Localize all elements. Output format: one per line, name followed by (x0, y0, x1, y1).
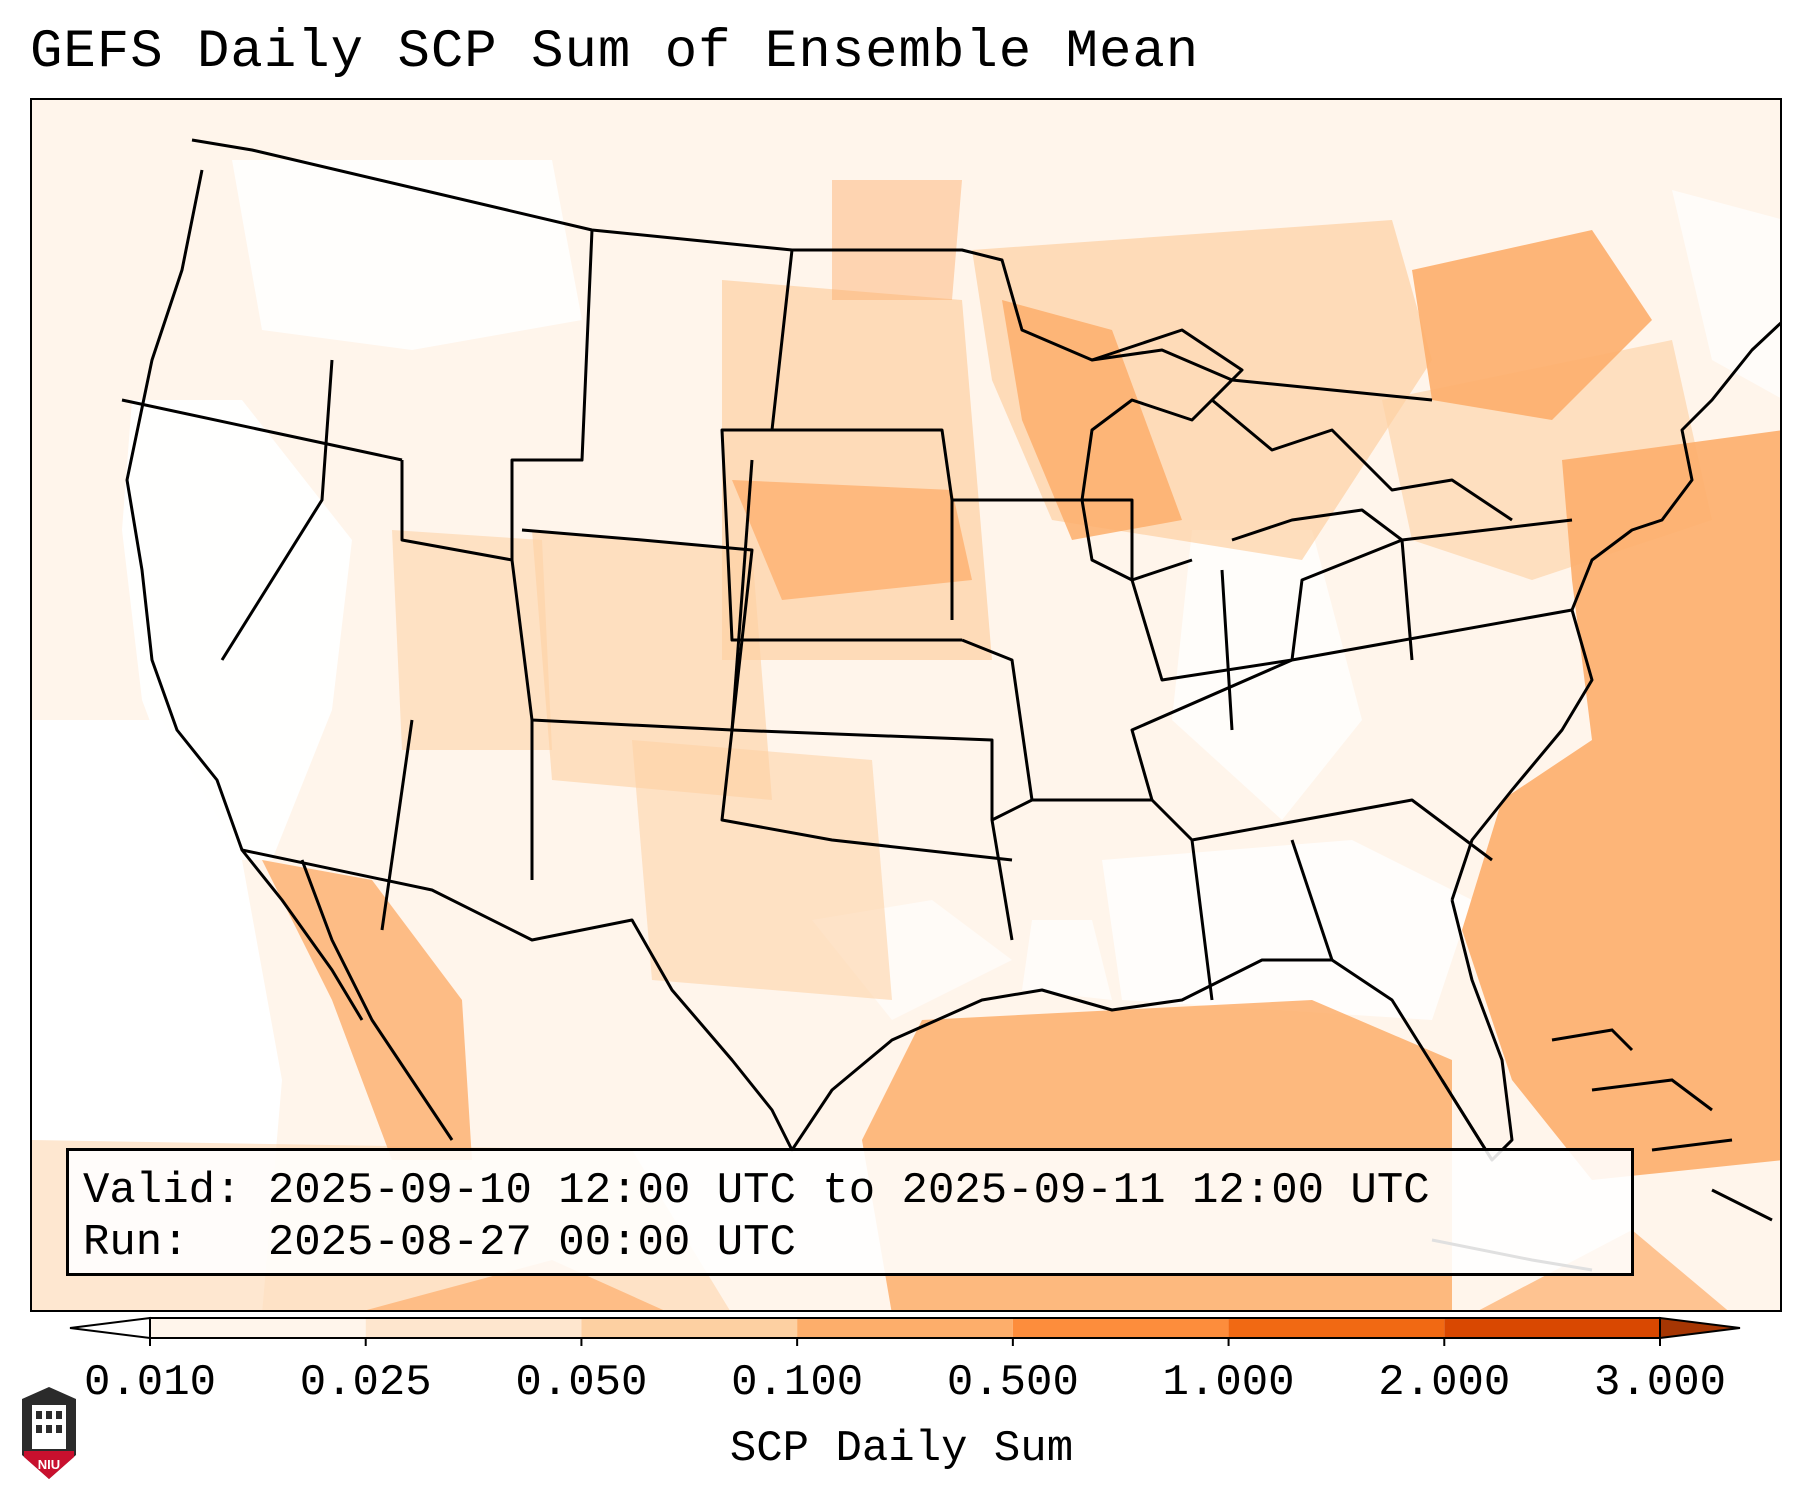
colorbar-under-arrow (69, 1316, 151, 1340)
colorbar-segment (365, 1318, 582, 1338)
colorbar (69, 1316, 1741, 1346)
scp-map[interactable] (32, 100, 1782, 1312)
niu-logo-icon: NIU (22, 1387, 76, 1479)
colorbar-segment (797, 1318, 1013, 1338)
colorbar-segment (1444, 1318, 1660, 1338)
run-label: Run: (83, 1218, 242, 1268)
valid-label: Valid: (83, 1166, 242, 1216)
map-panel[interactable] (30, 98, 1782, 1312)
colorbar-over-arrow (1659, 1316, 1741, 1340)
colorbar-label: SCP Daily Sum (729, 1424, 1074, 1474)
colorbar-tick: 0.050 (515, 1358, 648, 1408)
colorbar-tick: 3.000 (1593, 1358, 1727, 1408)
valid-run-info-box: Valid: 2025-09-10 12:00 UTC to 2025-09-1… (66, 1148, 1634, 1276)
colorbar-tick: 0.010 (83, 1358, 217, 1408)
colorbar-tick: 2.000 (1378, 1358, 1511, 1408)
valid-value: 2025-09-10 12:00 UTC to 2025-09-11 12:00… (267, 1166, 1430, 1216)
state-borders (121, 138, 1780, 1162)
logo-text: NIU (38, 1457, 60, 1472)
colorbar-tick: 1.000 (1162, 1358, 1295, 1408)
colorbar-tick: 0.500 (946, 1358, 1079, 1408)
colorbar-segment (150, 1318, 366, 1338)
colorbar-segment (1228, 1318, 1445, 1338)
colorbar-tick: 0.100 (731, 1358, 864, 1408)
run-value: 2025-08-27 00:00 UTC (267, 1218, 796, 1268)
valid-row: Valid: 2025-09-10 12:00 UTC to 2025-09-1… (83, 1165, 1631, 1217)
map-title: GEFS Daily SCP Sum of Ensemble Mean (30, 22, 1200, 83)
colorbar-outline (149, 1317, 1661, 1339)
colorbar-segment (581, 1318, 798, 1338)
colorbar-segment (1012, 1318, 1229, 1338)
colorbar-tick: 0.025 (299, 1358, 432, 1408)
run-row: Run: 2025-08-27 00:00 UTC (83, 1217, 1631, 1269)
